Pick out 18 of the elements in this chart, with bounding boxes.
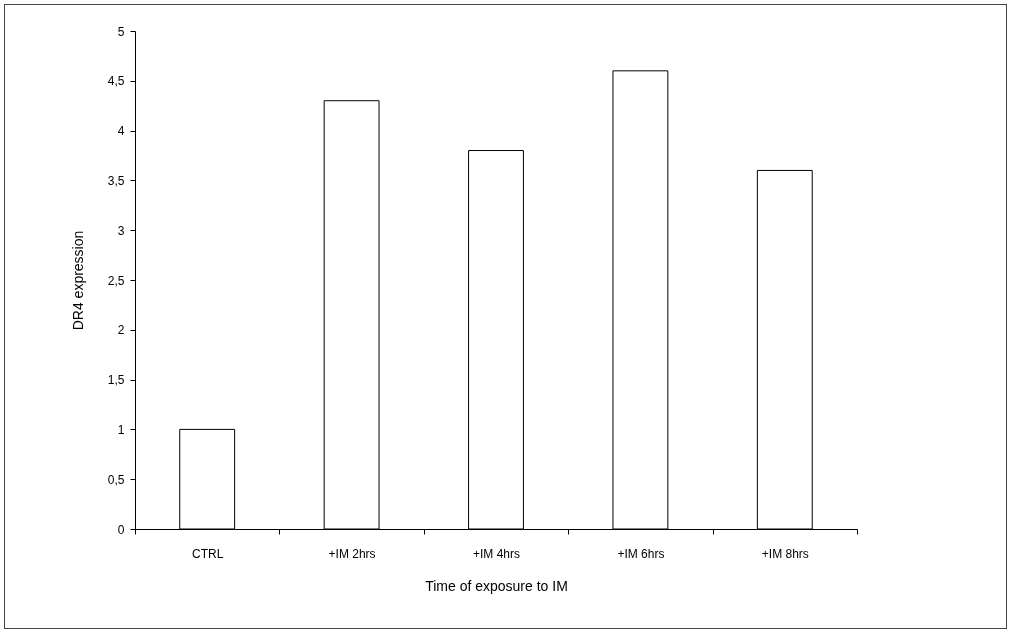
x-axis-title: Time of exposure to IM [425, 577, 568, 594]
y-tick-label: 2 [117, 323, 125, 338]
y-tick-label: 4 [117, 124, 125, 139]
y-tick-label: 1 [117, 422, 125, 437]
y-tick-label: 0 [117, 522, 125, 537]
x-tick-label: +IM 8hrs [761, 546, 809, 561]
y-tick-label: 3,5 [107, 173, 125, 188]
y-tick-label: 0,5 [107, 472, 125, 487]
y-tick-label: 3 [117, 223, 125, 238]
y-tick-label: 4,5 [107, 74, 125, 89]
y-tick-label: 5 [117, 24, 125, 39]
y-tick-label: 2,5 [107, 273, 125, 288]
x-tick-label: +IM 6hrs [617, 546, 665, 561]
x-tick-label: CTRL [192, 546, 224, 561]
y-tick-label: 1,5 [107, 373, 125, 388]
y-axis-title: DR4 expression [69, 230, 86, 331]
x-tick-label: +IM 2hrs [328, 546, 376, 561]
x-tick-label: +IM 4hrs [472, 546, 521, 561]
